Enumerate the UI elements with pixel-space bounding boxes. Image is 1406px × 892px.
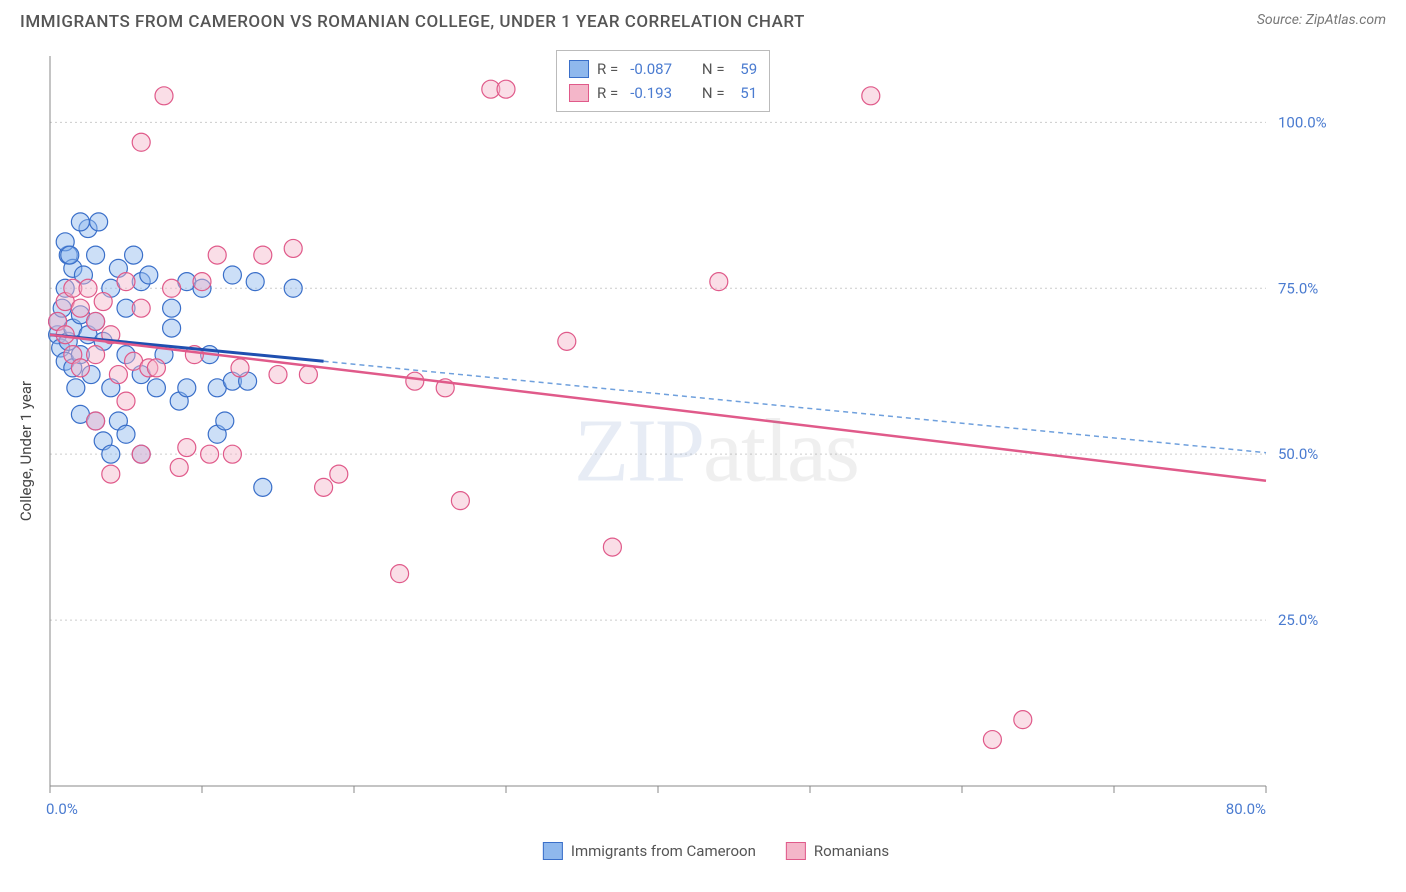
x-tick-start: 0.0% bbox=[46, 800, 78, 818]
legend-swatch bbox=[786, 842, 806, 860]
data-point bbox=[216, 412, 234, 430]
data-point bbox=[983, 731, 1001, 749]
data-point bbox=[254, 246, 272, 264]
legend-r-label: R = bbox=[597, 57, 618, 81]
data-point bbox=[178, 439, 196, 457]
data-point bbox=[163, 279, 181, 297]
data-point bbox=[497, 80, 515, 98]
data-point bbox=[330, 465, 348, 483]
data-point bbox=[284, 279, 302, 297]
data-point bbox=[117, 425, 135, 443]
legend-n-value: 59 bbox=[737, 57, 758, 81]
data-point bbox=[862, 87, 880, 105]
legend-row: R = -0.193 N = 51 bbox=[569, 81, 757, 105]
data-point bbox=[223, 266, 241, 284]
bottom-legend-label: Immigrants from Cameroon bbox=[571, 842, 756, 860]
data-point bbox=[117, 392, 135, 410]
data-point bbox=[284, 239, 302, 257]
data-point bbox=[208, 246, 226, 264]
legend-n-label: N = bbox=[698, 57, 724, 81]
data-point bbox=[406, 372, 424, 390]
data-point bbox=[163, 299, 181, 317]
data-point bbox=[132, 133, 150, 151]
data-point bbox=[193, 273, 211, 291]
data-point bbox=[79, 279, 97, 297]
legend-swatch bbox=[569, 60, 589, 78]
data-point bbox=[71, 299, 89, 317]
data-point bbox=[109, 366, 127, 384]
data-point bbox=[87, 412, 105, 430]
data-point bbox=[102, 465, 120, 483]
legend-n-label: N = bbox=[698, 81, 724, 105]
data-point bbox=[117, 273, 135, 291]
data-point bbox=[71, 213, 89, 231]
correlation-chart: College, Under 1 year 25.0%50.0%75.0%100… bbox=[46, 46, 1386, 856]
source-label: Source: ZipAtlas.com bbox=[1257, 12, 1386, 28]
data-point bbox=[254, 478, 272, 496]
data-point bbox=[87, 346, 105, 364]
data-point bbox=[87, 312, 105, 330]
data-point bbox=[710, 273, 728, 291]
data-point bbox=[269, 366, 287, 384]
scatter-plot-svg: 25.0% 50.0% 75.0% 100.0% 0.0% 80.0% bbox=[46, 46, 1326, 826]
data-point bbox=[451, 492, 469, 510]
series-legend: Immigrants from Cameroon Romanians bbox=[543, 842, 889, 860]
y-tick-label: 25.0% bbox=[1278, 611, 1318, 629]
data-point bbox=[94, 293, 112, 311]
data-point bbox=[163, 319, 181, 337]
data-point bbox=[147, 379, 165, 397]
data-point bbox=[125, 246, 143, 264]
data-point bbox=[223, 445, 241, 463]
data-point bbox=[170, 458, 188, 476]
legend-r-value: -0.193 bbox=[630, 81, 690, 105]
y-tick-label: 100.0% bbox=[1278, 113, 1326, 131]
legend-n-value: 51 bbox=[737, 81, 758, 105]
data-point bbox=[231, 359, 249, 377]
bottom-legend-label: Romanians bbox=[814, 842, 889, 860]
legend-swatch bbox=[543, 842, 563, 860]
page-title: IMMIGRANTS FROM CAMEROON VS ROMANIAN COL… bbox=[20, 12, 805, 32]
data-point bbox=[132, 445, 150, 463]
data-point bbox=[155, 87, 173, 105]
bottom-legend-item: Romanians bbox=[786, 842, 889, 860]
legend-r-value: -0.087 bbox=[630, 57, 690, 81]
data-point bbox=[391, 565, 409, 583]
data-point bbox=[61, 246, 79, 264]
data-point bbox=[558, 332, 576, 350]
legend-r-label: R = bbox=[597, 81, 618, 105]
data-point bbox=[299, 366, 317, 384]
y-tick-label: 75.0% bbox=[1278, 279, 1318, 297]
data-point bbox=[102, 445, 120, 463]
data-point bbox=[201, 445, 219, 463]
bottom-legend-item: Immigrants from Cameroon bbox=[543, 842, 756, 860]
y-axis-label: College, Under 1 year bbox=[17, 381, 35, 521]
data-point bbox=[315, 478, 333, 496]
data-point bbox=[67, 379, 85, 397]
trend-line-cameroon-dash bbox=[324, 361, 1266, 452]
data-point bbox=[178, 379, 196, 397]
legend-swatch bbox=[569, 84, 589, 102]
data-point bbox=[147, 359, 165, 377]
data-point bbox=[246, 273, 264, 291]
correlation-legend: R = -0.087 N = 59 R = -0.193 N = 51 bbox=[556, 50, 770, 112]
data-point bbox=[140, 266, 158, 284]
data-point bbox=[132, 299, 150, 317]
data-point bbox=[1014, 711, 1032, 729]
data-point bbox=[603, 538, 621, 556]
legend-row: R = -0.087 N = 59 bbox=[569, 57, 757, 81]
data-point bbox=[90, 213, 108, 231]
x-tick-end: 80.0% bbox=[1226, 800, 1266, 818]
data-point bbox=[87, 246, 105, 264]
data-point bbox=[71, 359, 89, 377]
y-tick-label: 50.0% bbox=[1278, 445, 1318, 463]
